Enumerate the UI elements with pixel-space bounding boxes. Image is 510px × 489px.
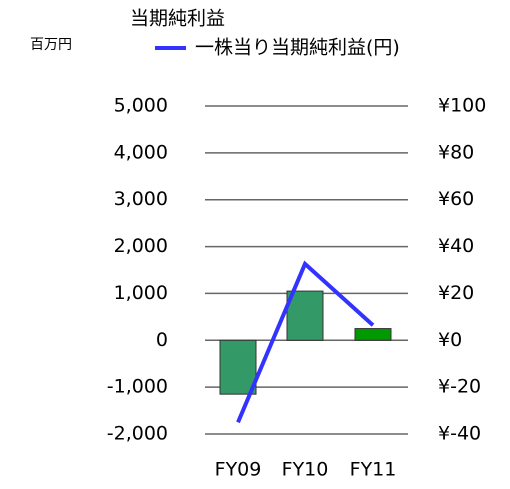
y-tick-label: 0: [156, 329, 168, 351]
y-tick-label: 2,000: [114, 235, 168, 257]
y-tick-label: 4,000: [114, 141, 168, 163]
y2-tick-label: ¥60: [438, 188, 474, 210]
y-tick-label: 5,000: [114, 95, 168, 117]
line: [238, 264, 373, 422]
legend-label: 当期純利益: [130, 8, 225, 30]
chart: 百万円 -2,000 -1,000 0 1,000 2,000 3,000 4,000 5,0…: [0, 0, 510, 489]
bar: [220, 340, 256, 394]
y-tick-label: -1,000: [107, 376, 168, 398]
y2-tick-label: ¥-40: [438, 423, 481, 445]
y2-tick-label: ¥0: [438, 329, 462, 351]
x-tick-label: FY09: [215, 459, 262, 481]
x-tick-label: FY10: [282, 459, 329, 481]
y2-tick-label: ¥20: [438, 282, 474, 304]
y-unit-label: 百万円: [30, 37, 72, 53]
y2-tick-label: ¥40: [438, 235, 474, 257]
y2-tick-label: ¥100: [438, 95, 486, 117]
y-tick-label: 3,000: [114, 188, 168, 210]
y2-tick-label: ¥80: [438, 141, 474, 163]
y-tick-label: 1,000: [114, 282, 168, 304]
y2-tick-label: ¥-20: [438, 376, 481, 398]
bar: [355, 329, 391, 341]
y-tick-label: -2,000: [107, 423, 168, 445]
x-tick-label: FY11: [350, 459, 397, 481]
legend-label: 一株当り当期純利益(円): [195, 37, 400, 59]
